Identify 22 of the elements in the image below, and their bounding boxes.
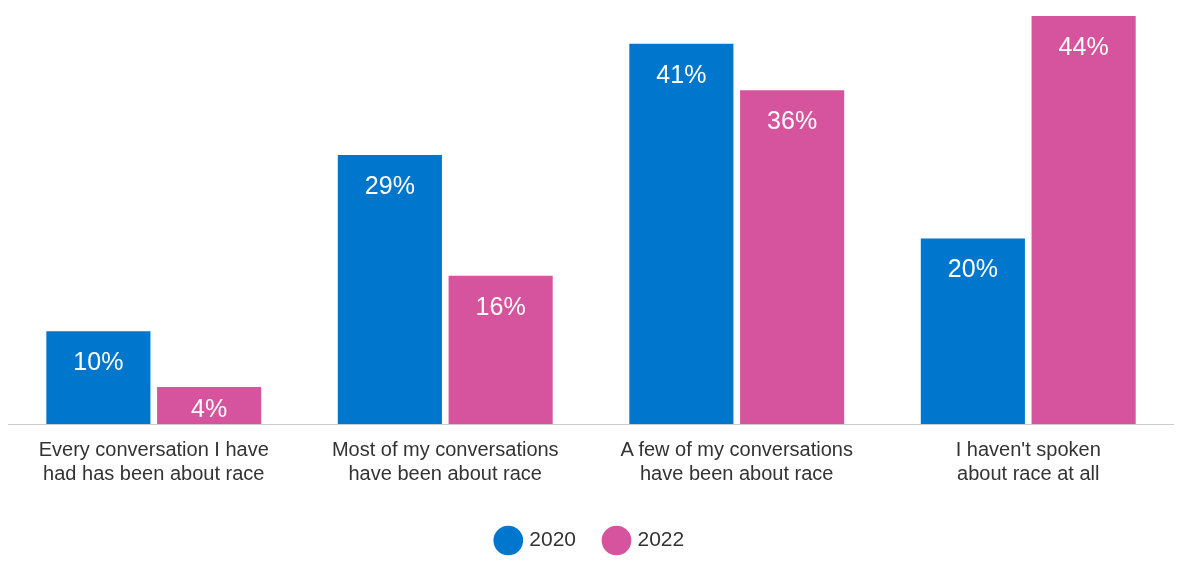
- bar: [920, 238, 1025, 424]
- x-tick-label: Every conversation I have had has been about race: [38, 437, 269, 484]
- data-label: 44%: [1058, 31, 1109, 60]
- x-tick-label: I haven't spoken about race at all: [955, 437, 1101, 484]
- bar: [448, 275, 553, 424]
- data-label: 20%: [947, 254, 998, 283]
- data-label: 41%: [656, 59, 707, 88]
- bar: [629, 43, 734, 424]
- data-label: 16%: [475, 291, 526, 320]
- x-tick-label: A few of my conversations have been about race: [620, 437, 853, 484]
- data-label: 36%: [767, 106, 818, 135]
- data-label: 10%: [73, 347, 124, 376]
- x-tick-label: Most of my conversations have been about race: [331, 437, 559, 484]
- bar: [1031, 16, 1136, 424]
- bar: [337, 155, 442, 424]
- legend-label: 2020: [529, 527, 576, 551]
- bar: [740, 90, 845, 424]
- data-label: 29%: [364, 170, 415, 199]
- data-label: 4%: [191, 393, 228, 422]
- bar: [157, 386, 262, 424]
- bar: [46, 331, 151, 424]
- legend-label: 2022: [637, 527, 685, 551]
